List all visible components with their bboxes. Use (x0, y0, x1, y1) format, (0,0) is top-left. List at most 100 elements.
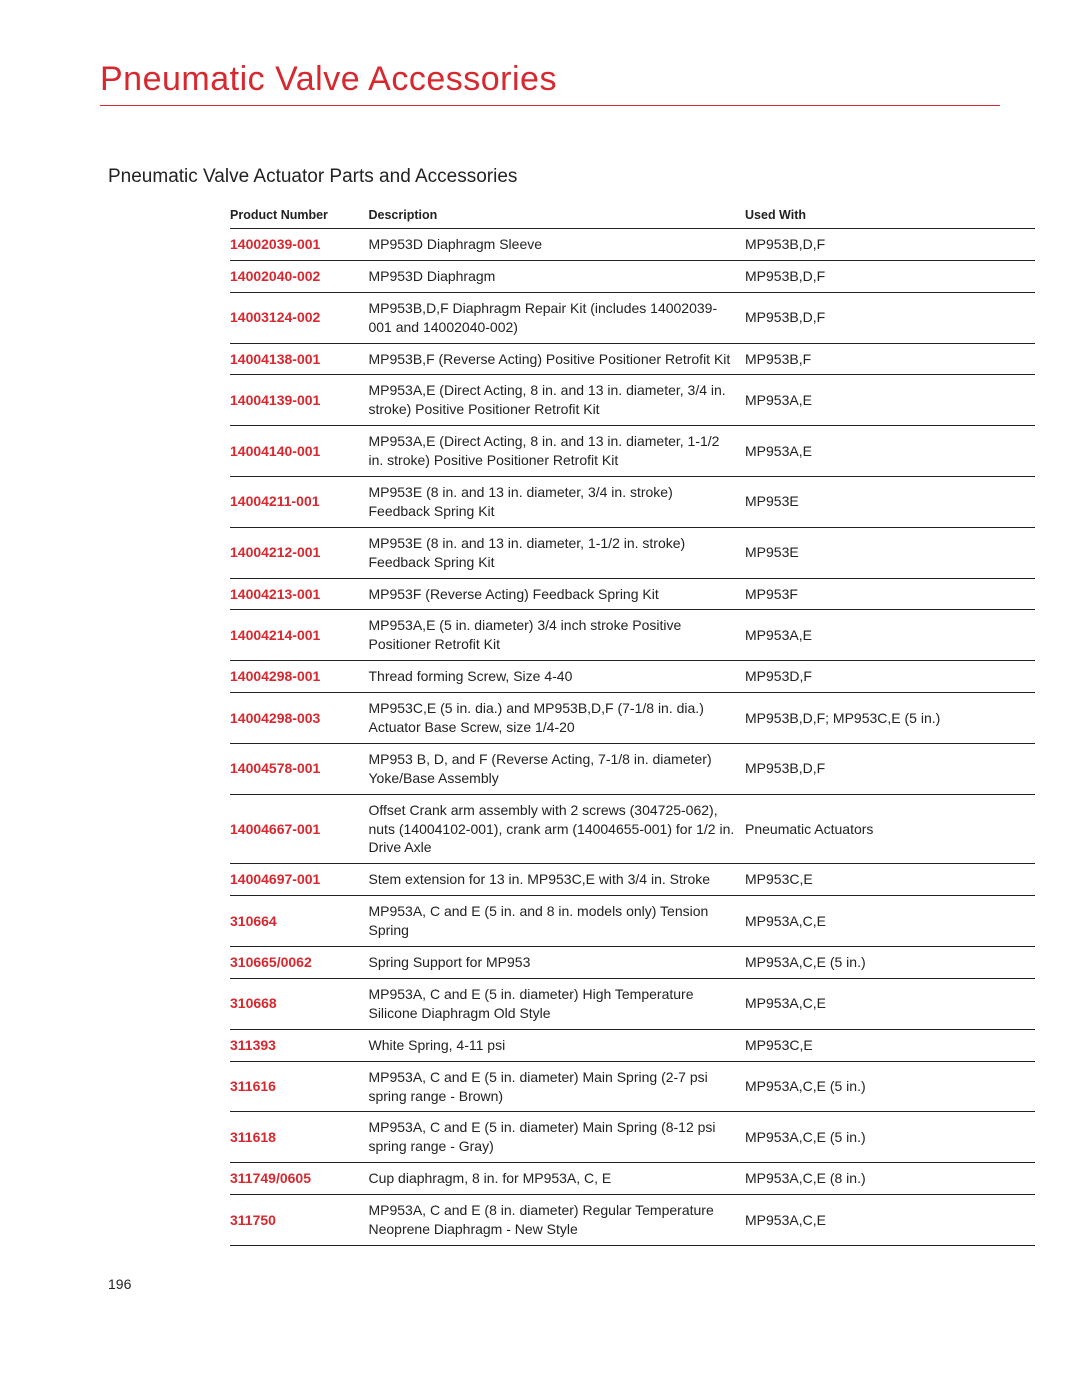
product-number-cell[interactable]: 14002040-002 (230, 260, 368, 292)
description-cell: MP953F (Reverse Acting) Feedback Spring … (368, 578, 745, 610)
product-number-cell[interactable]: 14004578-001 (230, 743, 368, 794)
table-row: 311750MP953A, C and E (8 in. diameter) R… (230, 1195, 1035, 1246)
product-number-cell[interactable]: 14004139-001 (230, 375, 368, 426)
product-number-cell[interactable]: 310668 (230, 978, 368, 1029)
used-with-cell: MP953D,F (745, 661, 1035, 693)
col-product-number: Product Number (230, 204, 368, 229)
product-number-cell[interactable]: 14004298-003 (230, 693, 368, 744)
table-row: 14004212-001MP953E (8 in. and 13 in. dia… (230, 527, 1035, 578)
table-row: 14002039-001MP953D Diaphragm SleeveMP953… (230, 229, 1035, 261)
description-cell: MP953 B, D, and F (Reverse Acting, 7-1/8… (368, 743, 745, 794)
description-cell: MP953A, C and E (5 in. diameter) Main Sp… (368, 1061, 745, 1112)
product-number-cell[interactable]: 14004697-001 (230, 864, 368, 896)
used-with-cell: MP953B,D,F (745, 229, 1035, 261)
product-number-cell[interactable]: 311616 (230, 1061, 368, 1112)
description-cell: MP953E (8 in. and 13 in. diameter, 3/4 i… (368, 477, 745, 528)
used-with-cell: MP953E (745, 477, 1035, 528)
page-number: 196 (108, 1276, 1000, 1292)
description-cell: MP953A, C and E (8 in. diameter) Regular… (368, 1195, 745, 1246)
product-number-cell[interactable]: 14004667-001 (230, 794, 368, 864)
table-row: 14004667-001Offset Crank arm assembly wi… (230, 794, 1035, 864)
used-with-cell: MP953A,E (745, 610, 1035, 661)
product-number-cell[interactable]: 311618 (230, 1112, 368, 1163)
description-cell: MP953B,D,F Diaphragm Repair Kit (include… (368, 292, 745, 343)
table-row: 14002040-002MP953D DiaphragmMP953B,D,F (230, 260, 1035, 292)
section-subtitle: Pneumatic Valve Actuator Parts and Acces… (108, 166, 1000, 188)
table-row: 14004138-001MP953B,F (Reverse Acting) Po… (230, 343, 1035, 375)
parts-table: Product Number Description Used With 140… (230, 204, 1035, 1246)
used-with-cell: MP953A,E (745, 375, 1035, 426)
used-with-cell: MP953A,C,E (745, 896, 1035, 947)
description-cell: MP953A, C and E (5 in. and 8 in. models … (368, 896, 745, 947)
used-with-cell: MP953B,D,F (745, 292, 1035, 343)
used-with-cell: MP953E (745, 527, 1035, 578)
table-row: 310664MP953A, C and E (5 in. and 8 in. m… (230, 896, 1035, 947)
product-number-cell[interactable]: 14004298-001 (230, 661, 368, 693)
table-row: 311616MP953A, C and E (5 in. diameter) M… (230, 1061, 1035, 1112)
product-number-cell[interactable]: 311393 (230, 1029, 368, 1061)
table-row: 311618MP953A, C and E (5 in. diameter) M… (230, 1112, 1035, 1163)
description-cell: MP953A,E (5 in. diameter) 3/4 inch strok… (368, 610, 745, 661)
product-number-cell[interactable]: 311749/0605 (230, 1163, 368, 1195)
product-number-cell[interactable]: 14004140-001 (230, 426, 368, 477)
product-number-cell[interactable]: 14002039-001 (230, 229, 368, 261)
description-cell: MP953D Diaphragm (368, 260, 745, 292)
table-row: 310665/0062Spring Support for MP953MP953… (230, 947, 1035, 979)
description-cell: Stem extension for 13 in. MP953C,E with … (368, 864, 745, 896)
table-header-row: Product Number Description Used With (230, 204, 1035, 229)
description-cell: MP953A,E (Direct Acting, 8 in. and 13 in… (368, 426, 745, 477)
used-with-cell: MP953C,E (745, 1029, 1035, 1061)
description-cell: Spring Support for MP953 (368, 947, 745, 979)
used-with-cell: MP953A,C,E (5 in.) (745, 1061, 1035, 1112)
table-row: 14004139-001MP953A,E (Direct Acting, 8 i… (230, 375, 1035, 426)
product-number-cell[interactable]: 14004212-001 (230, 527, 368, 578)
table-row: 14004140-001MP953A,E (Direct Acting, 8 i… (230, 426, 1035, 477)
description-cell: MP953E (8 in. and 13 in. diameter, 1-1/2… (368, 527, 745, 578)
used-with-cell: MP953A,C,E (745, 1195, 1035, 1246)
table-row: 311749/0605Cup diaphragm, 8 in. for MP95… (230, 1163, 1035, 1195)
product-number-cell[interactable]: 311750 (230, 1195, 368, 1246)
description-cell: Offset Crank arm assembly with 2 screws … (368, 794, 745, 864)
product-number-cell[interactable]: 14003124-002 (230, 292, 368, 343)
product-number-cell[interactable]: 14004214-001 (230, 610, 368, 661)
used-with-cell: Pneumatic Actuators (745, 794, 1035, 864)
product-number-cell[interactable]: 14004213-001 (230, 578, 368, 610)
used-with-cell: MP953B,D,F (745, 260, 1035, 292)
product-number-cell[interactable]: 14004138-001 (230, 343, 368, 375)
used-with-cell: MP953C,E (745, 864, 1035, 896)
table-row: 311393White Spring, 4-11 psiMP953C,E (230, 1029, 1035, 1061)
used-with-cell: MP953B,D,F; MP953C,E (5 in.) (745, 693, 1035, 744)
product-number-cell[interactable]: 14004211-001 (230, 477, 368, 528)
table-row: 310668MP953A, C and E (5 in. diameter) H… (230, 978, 1035, 1029)
table-row: 14004298-001Thread forming Screw, Size 4… (230, 661, 1035, 693)
used-with-cell: MP953A,C,E (745, 978, 1035, 1029)
product-number-cell[interactable]: 310665/0062 (230, 947, 368, 979)
col-description: Description (368, 204, 745, 229)
description-cell: MP953B,F (Reverse Acting) Positive Posit… (368, 343, 745, 375)
page-container: Pneumatic Valve Accessories Pneumatic Va… (0, 0, 1080, 1332)
product-number-cell[interactable]: 310664 (230, 896, 368, 947)
table-row: 14004214-001MP953A,E (5 in. diameter) 3/… (230, 610, 1035, 661)
used-with-cell: MP953A,C,E (8 in.) (745, 1163, 1035, 1195)
used-with-cell: MP953A,C,E (5 in.) (745, 1112, 1035, 1163)
table-row: 14004697-001Stem extension for 13 in. MP… (230, 864, 1035, 896)
table-row: 14003124-002MP953B,D,F Diaphragm Repair … (230, 292, 1035, 343)
table-row: 14004211-001MP953E (8 in. and 13 in. dia… (230, 477, 1035, 528)
description-cell: Cup diaphragm, 8 in. for MP953A, C, E (368, 1163, 745, 1195)
description-cell: MP953A, C and E (5 in. diameter) Main Sp… (368, 1112, 745, 1163)
description-cell: MP953A,E (Direct Acting, 8 in. and 13 in… (368, 375, 745, 426)
description-cell: MP953A, C and E (5 in. diameter) High Te… (368, 978, 745, 1029)
used-with-cell: MP953B,F (745, 343, 1035, 375)
table-row: 14004213-001MP953F (Reverse Acting) Feed… (230, 578, 1035, 610)
used-with-cell: MP953A,E (745, 426, 1035, 477)
description-cell: Thread forming Screw, Size 4-40 (368, 661, 745, 693)
page-title: Pneumatic Valve Accessories (100, 60, 1000, 106)
used-with-cell: MP953B,D,F (745, 743, 1035, 794)
description-cell: MP953D Diaphragm Sleeve (368, 229, 745, 261)
table-row: 14004578-001MP953 B, D, and F (Reverse A… (230, 743, 1035, 794)
used-with-cell: MP953A,C,E (5 in.) (745, 947, 1035, 979)
col-used-with: Used With (745, 204, 1035, 229)
used-with-cell: MP953F (745, 578, 1035, 610)
description-cell: White Spring, 4-11 psi (368, 1029, 745, 1061)
description-cell: MP953C,E (5 in. dia.) and MP953B,D,F (7-… (368, 693, 745, 744)
